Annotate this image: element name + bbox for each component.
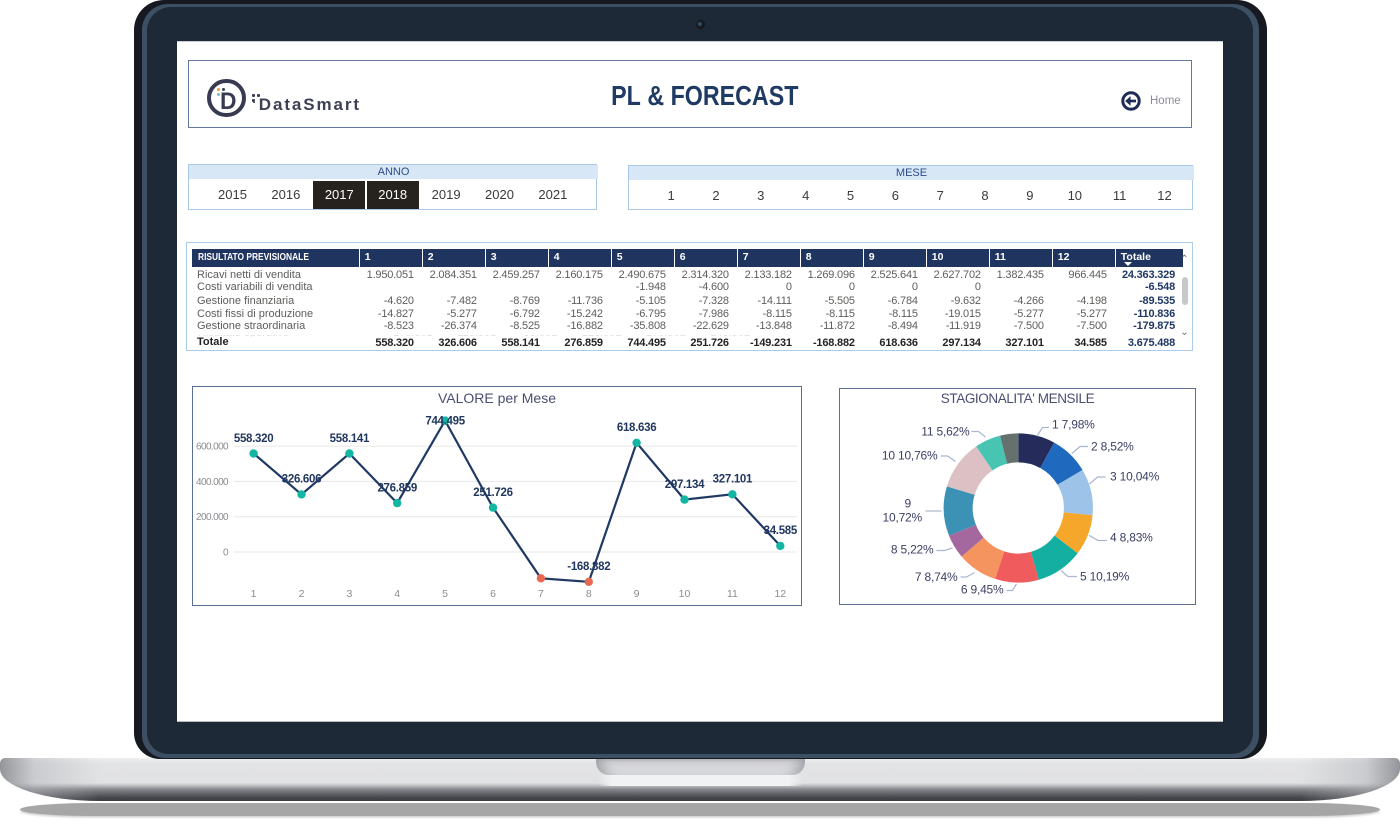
svg-text:276.859: 276.859 [377,482,416,494]
svg-text:3: 3 [346,588,352,600]
svg-text:200.000: 200.000 [196,512,229,523]
svg-text:297.134: 297.134 [665,479,705,491]
svg-text:6 9,45%: 6 9,45% [961,583,1004,597]
svg-text:744.495: 744.495 [425,415,465,427]
svg-text:8: 8 [586,588,592,600]
svg-text:3 10,04%: 3 10,04% [1110,470,1160,484]
svg-text:2 8,52%: 2 8,52% [1091,440,1134,454]
svg-text:8 5,22%: 8 5,22% [891,543,934,557]
svg-text:5 10,19%: 5 10,19% [1080,570,1130,584]
svg-text:326.606: 326.606 [282,474,321,486]
svg-text:7 8,74%: 7 8,74% [915,570,958,584]
svg-text:10 10,76%: 10 10,76% [882,449,938,463]
svg-text:400.000: 400.000 [196,477,229,488]
svg-text:2: 2 [299,588,305,600]
svg-text:5: 5 [442,588,448,600]
svg-text:0: 0 [223,548,229,559]
svg-text:4: 4 [394,588,400,600]
svg-text:600.000: 600.000 [196,442,229,453]
svg-text:1 7,98%: 1 7,98% [1052,418,1095,432]
svg-text:4 8,83%: 4 8,83% [1110,531,1153,545]
svg-text:11 5,62%: 11 5,62% [921,425,970,439]
svg-text:1: 1 [251,588,257,600]
svg-text:251.726: 251.726 [473,487,512,499]
svg-text:327.101: 327.101 [713,474,753,486]
svg-text:6: 6 [490,588,496,600]
svg-text:11: 11 [727,588,738,600]
svg-text:7: 7 [538,588,544,600]
svg-text:558.141: 558.141 [330,433,370,445]
svg-text:34.585: 34.585 [764,525,798,537]
svg-text:9: 9 [634,588,640,600]
svg-text:12: 12 [774,588,786,600]
svg-text:10: 10 [679,588,691,600]
svg-text:10,72%: 10,72% [883,511,923,525]
svg-text:618.636: 618.636 [617,422,656,434]
svg-text:9: 9 [905,497,912,511]
svg-text:558.320: 558.320 [234,433,273,445]
svg-text:-168.882: -168.882 [567,561,610,573]
